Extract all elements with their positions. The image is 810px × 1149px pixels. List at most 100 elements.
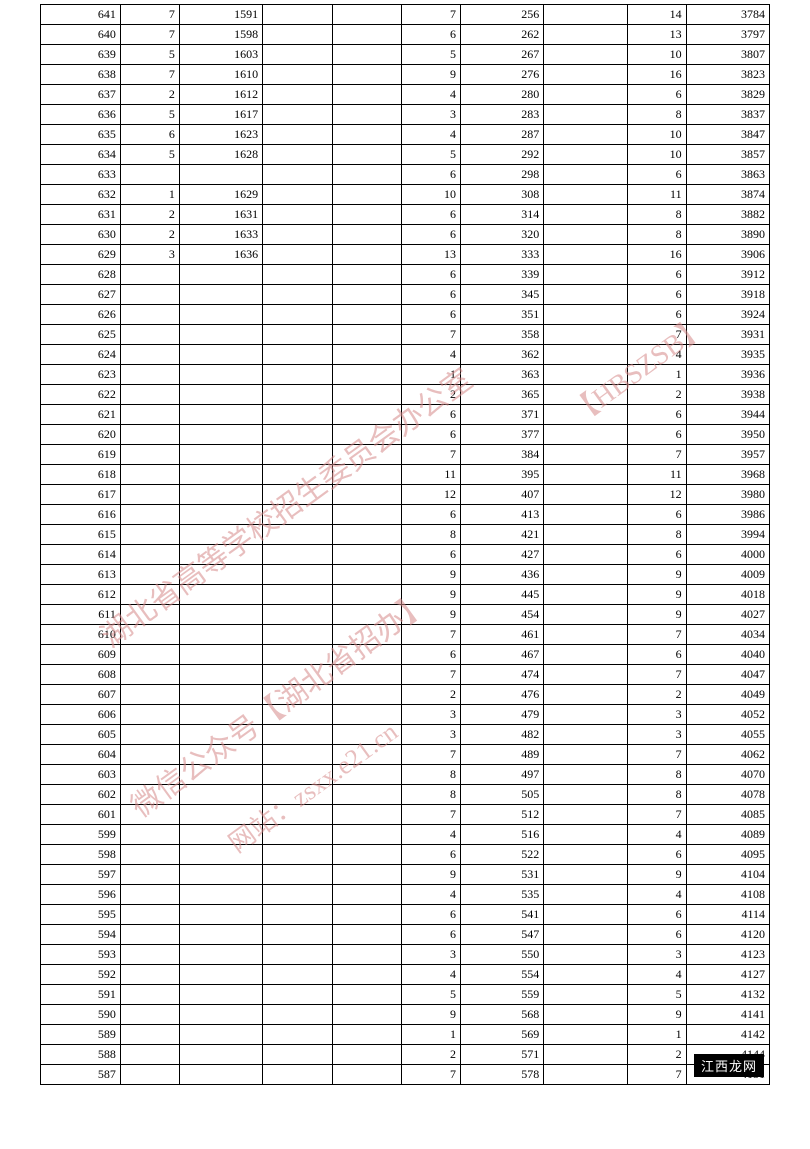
table-cell: 3980 — [686, 485, 769, 505]
table-cell: 4078 — [686, 785, 769, 805]
table-cell — [544, 185, 627, 205]
table-row: 63121631631483882 — [41, 205, 770, 225]
table-cell — [263, 285, 332, 305]
table-cell: 4049 — [686, 685, 769, 705]
table-cell: 9 — [401, 865, 460, 885]
table-cell: 461 — [460, 625, 543, 645]
table-cell: 1 — [627, 365, 686, 385]
table-cell — [332, 505, 401, 525]
table-cell: 4052 — [686, 705, 769, 725]
table-row: 608747474047 — [41, 665, 770, 685]
table-cell — [263, 205, 332, 225]
table-cell — [263, 485, 332, 505]
table-cell — [332, 685, 401, 705]
table-cell: 3 — [401, 705, 460, 725]
table-cell — [179, 425, 262, 445]
table-cell — [332, 365, 401, 385]
table-cell — [263, 1065, 332, 1085]
table-cell — [179, 565, 262, 585]
table-row: 613943694009 — [41, 565, 770, 585]
table-cell — [332, 925, 401, 945]
table-cell — [120, 505, 179, 525]
table-cell: 3 — [120, 245, 179, 265]
table-cell: 6 — [627, 645, 686, 665]
table-cell: 4089 — [686, 825, 769, 845]
table-cell: 2 — [627, 1045, 686, 1065]
table-cell: 4141 — [686, 1005, 769, 1025]
table-cell: 3950 — [686, 425, 769, 445]
table-cell: 7 — [627, 1065, 686, 1085]
table-cell: 8 — [401, 765, 460, 785]
table-cell — [544, 585, 627, 605]
table-cell: 3847 — [686, 125, 769, 145]
table-cell: 4151 — [686, 1065, 769, 1085]
table-cell — [544, 945, 627, 965]
table-cell — [263, 405, 332, 425]
table-cell: 308 — [460, 185, 543, 205]
table-cell — [263, 745, 332, 765]
table-cell: 3986 — [686, 505, 769, 525]
table-cell: 1 — [401, 1025, 460, 1045]
table-cell: 358 — [460, 325, 543, 345]
table-cell — [120, 805, 179, 825]
table-cell — [120, 305, 179, 325]
table-cell: 365 — [460, 385, 543, 405]
table-cell — [544, 845, 627, 865]
table-row: 61712407123980 — [41, 485, 770, 505]
table-cell — [263, 225, 332, 245]
table-cell — [332, 445, 401, 465]
table-cell: 616 — [41, 505, 121, 525]
table-row: 638716109276163823 — [41, 65, 770, 85]
table-cell: 597 — [41, 865, 121, 885]
table-cell: 11 — [401, 465, 460, 485]
score-table: 6417159172561437846407159862621337976395… — [40, 4, 770, 1085]
table-cell — [179, 505, 262, 525]
table-row: 596453544108 — [41, 885, 770, 905]
table-cell — [332, 285, 401, 305]
table-cell: 636 — [41, 105, 121, 125]
table-cell: 615 — [41, 525, 121, 545]
table-cell: 6 — [120, 125, 179, 145]
table-cell: 2 — [627, 685, 686, 705]
table-cell — [544, 85, 627, 105]
table-row: 597953194104 — [41, 865, 770, 885]
table-row: 605348234055 — [41, 725, 770, 745]
table-cell: 10 — [627, 125, 686, 145]
table-row: 594654764120 — [41, 925, 770, 945]
table-cell: 3 — [627, 945, 686, 965]
table-cell — [120, 1045, 179, 1065]
table-row: 604748974062 — [41, 745, 770, 765]
table-cell: 3918 — [686, 285, 769, 305]
table-cell — [332, 645, 401, 665]
table-cell — [263, 465, 332, 485]
table-cell: 8 — [627, 765, 686, 785]
table-cell — [120, 365, 179, 385]
table-cell: 345 — [460, 285, 543, 305]
table-cell — [179, 865, 262, 885]
table-cell: 598 — [41, 845, 121, 865]
table-cell — [120, 265, 179, 285]
table-cell: 6 — [401, 165, 460, 185]
table-cell — [544, 25, 627, 45]
table-cell: 3 — [627, 705, 686, 725]
table-row: 603849784070 — [41, 765, 770, 785]
table-cell — [544, 805, 627, 825]
table-cell: 7 — [401, 745, 460, 765]
table-row: 599451644089 — [41, 825, 770, 845]
table-cell: 3857 — [686, 145, 769, 165]
table-cell: 6 — [401, 205, 460, 225]
table-cell: 10 — [627, 45, 686, 65]
table-cell — [263, 625, 332, 645]
table-cell: 512 — [460, 805, 543, 825]
table-cell: 489 — [460, 745, 543, 765]
table-cell — [544, 65, 627, 85]
table-cell: 445 — [460, 585, 543, 605]
table-cell: 8 — [627, 785, 686, 805]
table-cell: 5 — [401, 985, 460, 1005]
table-cell: 4055 — [686, 725, 769, 745]
table-cell — [263, 605, 332, 625]
table-row: 606347934052 — [41, 705, 770, 725]
table-cell — [179, 965, 262, 985]
table-cell — [332, 605, 401, 625]
table-cell — [544, 245, 627, 265]
